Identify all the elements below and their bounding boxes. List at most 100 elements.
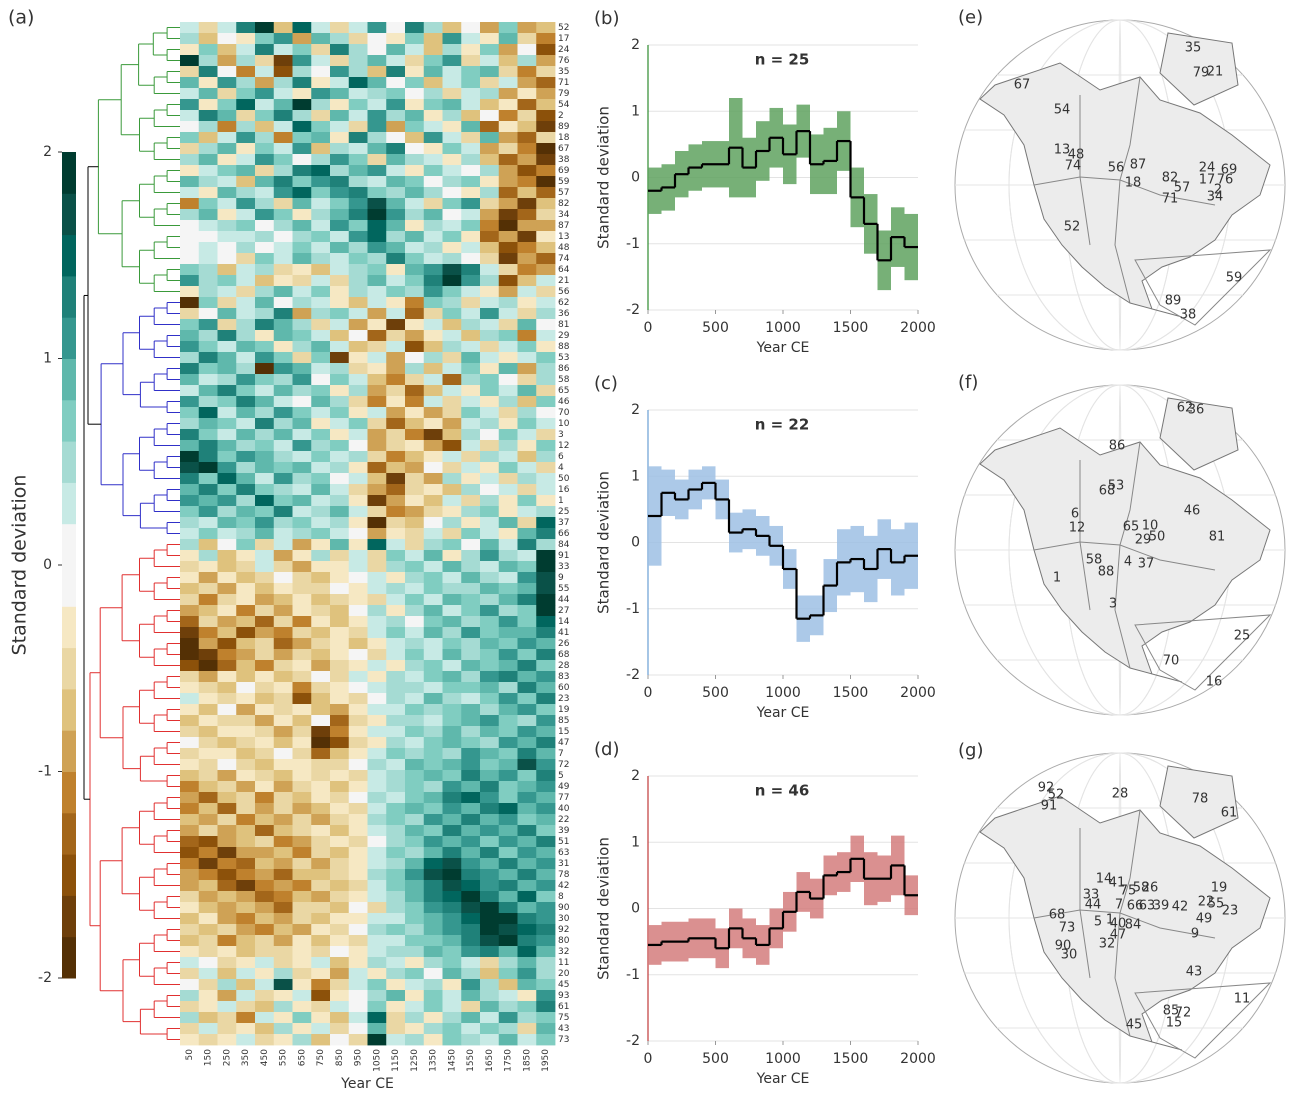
heatmap-cell: [311, 1001, 331, 1013]
heatmap-cell: [255, 583, 275, 595]
heatmap-cell: [236, 1012, 256, 1024]
heatmap-cell: [480, 814, 500, 826]
colorbar-swatch: [62, 234, 76, 277]
heatmap-cell: [330, 627, 350, 639]
column-label: 950: [354, 1049, 364, 1066]
heatmap-cell: [180, 297, 200, 309]
heatmap-cell: [405, 121, 425, 133]
heatmap-cell: [292, 22, 312, 34]
heatmap-cell: [217, 330, 237, 342]
heatmap-cell: [217, 660, 237, 672]
heatmap-cell: [517, 517, 537, 529]
heatmap-cell: [330, 253, 350, 265]
heatmap-cell: [330, 407, 350, 419]
heatmap-cell: [405, 858, 425, 870]
heatmap-cell: [386, 539, 406, 551]
heatmap-cell: [348, 627, 368, 639]
heatmap-cell: [255, 561, 275, 573]
heatmap-cell: [180, 561, 200, 573]
heatmap-cell: [292, 979, 312, 991]
column-label: 1150: [391, 1049, 401, 1072]
heatmap-cell: [273, 143, 293, 155]
site-label: 30: [1061, 948, 1078, 963]
heatmap-cell: [217, 22, 237, 34]
heatmap-cell: [386, 495, 406, 507]
heatmap-cell: [180, 594, 200, 606]
heatmap-cell: [292, 561, 312, 573]
site-label: 88: [1098, 565, 1115, 580]
heatmap-cell: [330, 231, 350, 243]
heatmap-cell: [292, 231, 312, 243]
heatmap-cell: [330, 220, 350, 232]
heatmap-cell: [348, 308, 368, 320]
heatmap-cell: [480, 935, 500, 947]
heatmap-cell: [217, 836, 237, 848]
heatmap-cell: [311, 671, 331, 683]
heatmap-cell: [180, 484, 200, 496]
x-tick-label: 0: [644, 320, 653, 336]
heatmap-cell: [498, 814, 518, 826]
row-label: 39: [558, 826, 570, 836]
heatmap-cell: [367, 143, 387, 155]
heatmap-cell: [311, 583, 331, 595]
heatmap-cell: [330, 176, 350, 188]
heatmap-cell: [480, 561, 500, 573]
heatmap-cell: [198, 869, 218, 881]
heatmap-cell: [498, 550, 518, 562]
heatmap-cell: [423, 33, 443, 45]
heatmap-cell: [311, 187, 331, 199]
heatmap-cell: [480, 220, 500, 232]
heatmap-cell: [405, 825, 425, 837]
heatmap-cell: [217, 957, 237, 969]
heatmap-cell: [442, 748, 462, 760]
heatmap-cell: [255, 44, 275, 56]
heatmap-cell: [498, 638, 518, 650]
heatmap-cell: [480, 715, 500, 727]
heatmap-cell: [330, 275, 350, 287]
heatmap-cell: [255, 308, 275, 320]
heatmap-cell: [386, 154, 406, 166]
heatmap-cell: [386, 825, 406, 837]
heatmap-cell: [180, 792, 200, 804]
heatmap-cell: [367, 605, 387, 617]
heatmap-cell: [423, 616, 443, 628]
heatmap-cell: [311, 143, 331, 155]
heatmap-cell: [311, 1023, 331, 1035]
heatmap-cell: [311, 165, 331, 177]
heatmap-cell: [480, 363, 500, 375]
heatmap-cell: [498, 583, 518, 595]
heatmap-cell: [386, 836, 406, 848]
heatmap-cell: [423, 297, 443, 309]
heatmap-cell: [367, 253, 387, 265]
heatmap-cell: [498, 880, 518, 892]
heatmap-cell: [311, 737, 331, 749]
heatmap-cell: [198, 572, 218, 584]
row-label: 48: [558, 243, 570, 253]
heatmap-cell: [480, 979, 500, 991]
heatmap-cell: [442, 539, 462, 551]
region-border: [1114, 809, 1141, 1037]
row-label: 82: [558, 199, 569, 209]
heatmap-cell: [198, 396, 218, 408]
heatmap-cell: [480, 770, 500, 782]
heatmap-cell: [236, 55, 256, 67]
heatmap-cell: [217, 297, 237, 309]
heatmap-cell: [517, 748, 537, 760]
heatmap-cell: [236, 814, 256, 826]
heatmap-cell: [386, 341, 406, 353]
heatmap-cell: [292, 99, 312, 111]
heatmap-cell: [461, 473, 481, 485]
heatmap-cell: [255, 407, 275, 419]
heatmap-cell: [348, 99, 368, 111]
heatmap-cell: [367, 913, 387, 925]
heatmap-cell: [348, 209, 368, 221]
site-label: 65: [1123, 520, 1140, 535]
heatmap-cell: [442, 1023, 462, 1035]
heatmap-cell: [498, 374, 518, 386]
heatmap-cell: [311, 209, 331, 221]
heatmap-cell: [255, 737, 275, 749]
panel-label: (c): [594, 373, 618, 394]
site-label: 47: [1110, 928, 1127, 943]
heatmap-cell: [442, 451, 462, 463]
heatmap-cell: [367, 968, 387, 980]
